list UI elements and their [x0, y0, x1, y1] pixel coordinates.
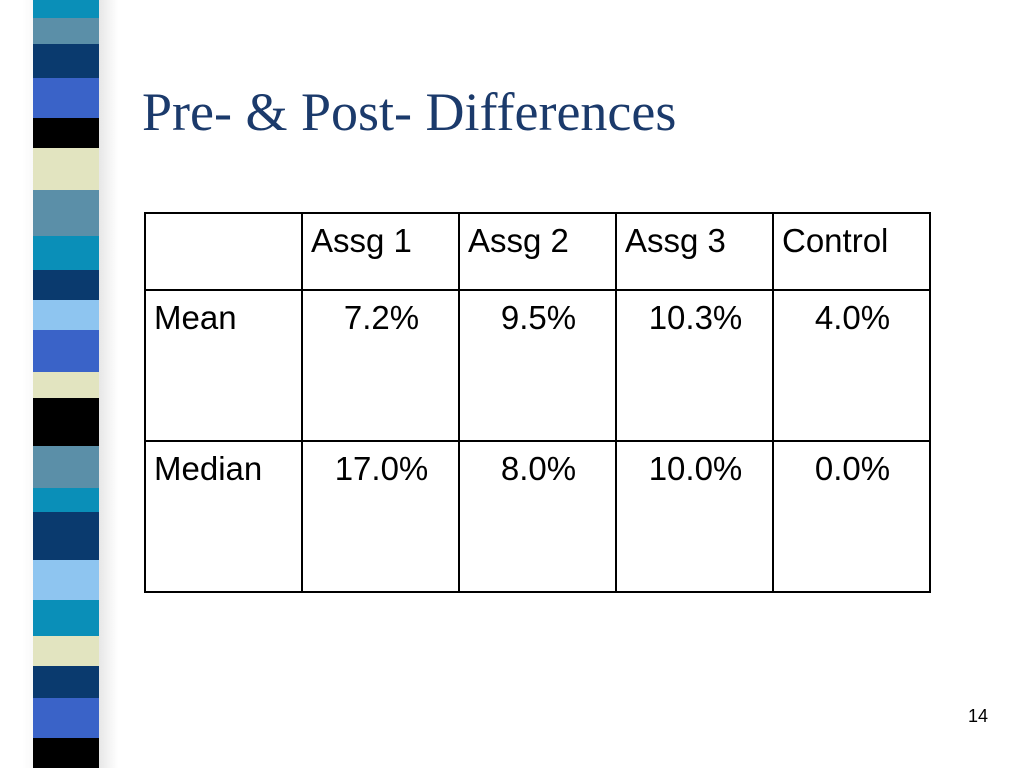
column-header-control: Control [772, 212, 931, 291]
column-header-assg-3: Assg 3 [615, 212, 774, 291]
decorative-left-strip [33, 0, 99, 768]
table-row-median: Median 17.0% 8.0% 10.0% 0.0% [144, 440, 931, 593]
column-header-assg-2: Assg 2 [458, 212, 617, 291]
page-number: 14 [967, 706, 988, 726]
table-header-row: Assg 1 Assg 2 Assg 3 Control [144, 212, 931, 291]
strip-band [33, 190, 99, 236]
table-cell: 4.0% [772, 289, 931, 442]
table-cell: 17.0% [301, 440, 460, 593]
table-cell: 10.3% [615, 289, 774, 442]
strip-band [33, 560, 99, 600]
column-header-assg-1: Assg 1 [301, 212, 460, 291]
strip-band [33, 18, 99, 44]
table-corner-cell [144, 212, 303, 291]
strip-band [33, 512, 99, 560]
strip-band [33, 78, 99, 118]
strip-band [33, 236, 99, 270]
strip-band [33, 148, 99, 190]
strip-band [33, 330, 99, 372]
strip-band [33, 300, 99, 330]
strip-band [33, 738, 99, 768]
strip-band [33, 600, 99, 636]
strip-band [33, 698, 99, 738]
strip-band [33, 270, 99, 300]
strip-band [33, 118, 99, 148]
table-cell: 10.0% [615, 440, 774, 593]
strip-band [33, 398, 99, 446]
strip-band [33, 636, 99, 666]
table-cell: 9.5% [458, 289, 617, 442]
differences-table: Assg 1 Assg 2 Assg 3 Control Mean 7.2% 9… [144, 212, 931, 593]
strip-band [33, 0, 99, 18]
table-cell: 8.0% [458, 440, 617, 593]
strip-band [33, 488, 99, 512]
row-label-median: Median [144, 440, 303, 593]
strip-band [33, 446, 99, 488]
table-cell: 7.2% [301, 289, 460, 442]
table-cell: 0.0% [772, 440, 931, 593]
row-label-mean: Mean [144, 289, 303, 442]
table-row-mean: Mean 7.2% 9.5% 10.3% 4.0% [144, 289, 931, 442]
strip-band [33, 666, 99, 698]
strip-band [33, 372, 99, 398]
slide-title: Pre- & Post- Differences [142, 82, 677, 142]
strip-band [33, 44, 99, 78]
striped-bar-graphic [33, 0, 99, 768]
